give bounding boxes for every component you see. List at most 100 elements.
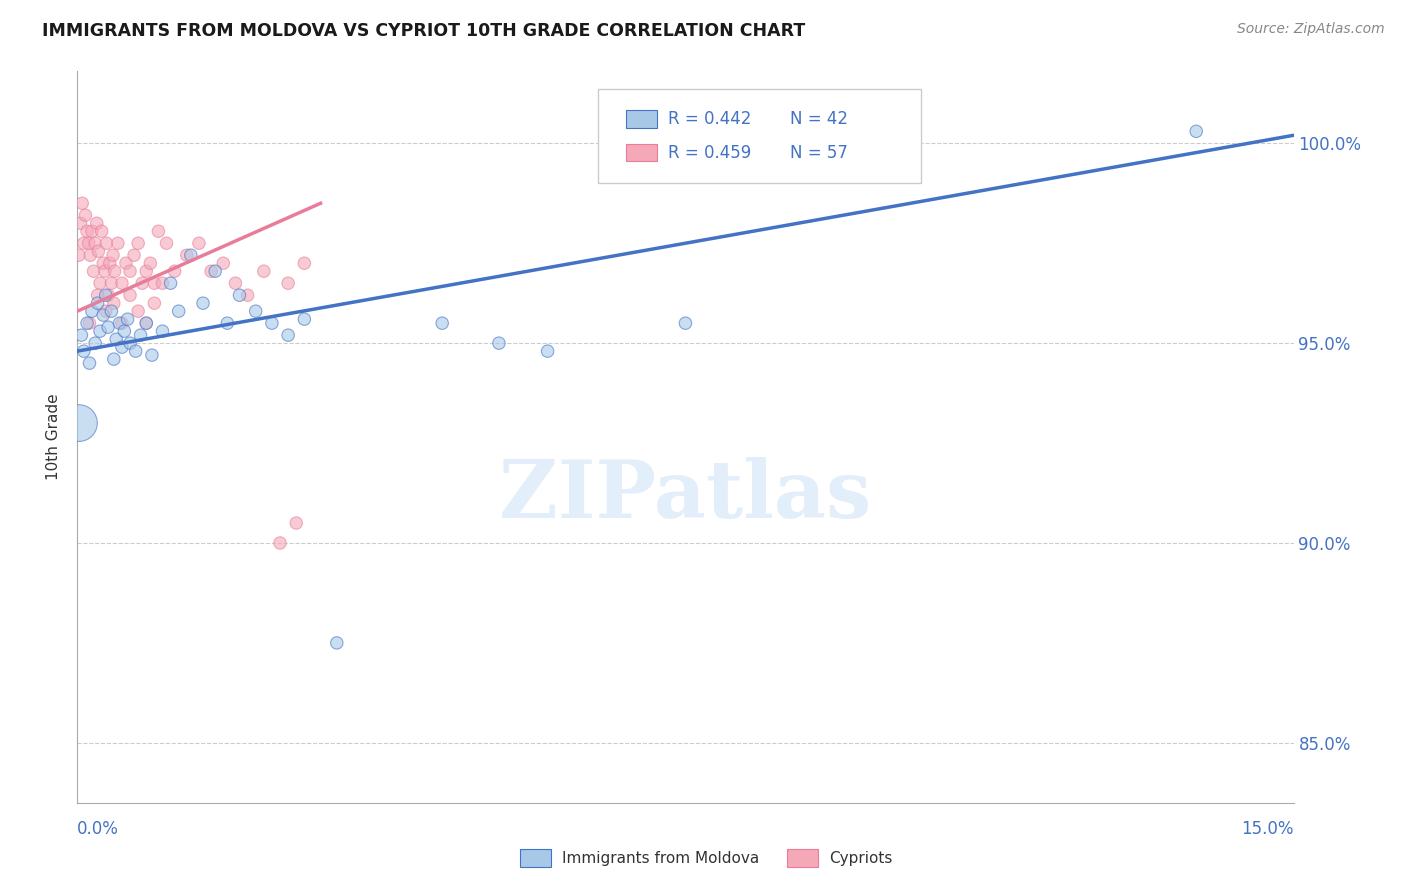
- Point: [188, 236, 211, 251]
- Text: R = 0.442: R = 0.442: [668, 110, 751, 128]
- Text: N = 42: N = 42: [790, 110, 848, 128]
- Point: [432, 316, 454, 330]
- Point: [77, 236, 100, 251]
- Point: [98, 256, 121, 270]
- Point: [488, 336, 510, 351]
- Point: [131, 276, 153, 290]
- Point: [135, 316, 157, 330]
- Point: [180, 248, 202, 262]
- Point: [94, 264, 117, 278]
- Point: [86, 296, 108, 310]
- Point: [141, 348, 163, 362]
- Text: 0.0%: 0.0%: [77, 820, 120, 838]
- Point: [155, 236, 177, 251]
- Point: [80, 224, 103, 238]
- Point: [101, 248, 124, 262]
- Text: Cypriots: Cypriots: [830, 851, 893, 865]
- Point: [1185, 124, 1208, 138]
- Point: [107, 236, 129, 251]
- Point: [94, 304, 117, 318]
- Point: [117, 312, 139, 326]
- Point: [75, 208, 97, 222]
- Point: [536, 344, 558, 359]
- Point: [84, 336, 107, 351]
- Point: [94, 288, 117, 302]
- Text: N = 57: N = 57: [790, 144, 848, 161]
- Point: [103, 296, 125, 310]
- Point: [217, 316, 239, 330]
- Point: [135, 264, 157, 278]
- Text: R = 0.459: R = 0.459: [668, 144, 751, 161]
- Point: [191, 296, 214, 310]
- Point: [118, 264, 141, 278]
- Point: [73, 344, 96, 359]
- Text: 15.0%: 15.0%: [1241, 820, 1294, 838]
- Point: [89, 276, 111, 290]
- Point: [91, 308, 114, 322]
- Point: [204, 264, 226, 278]
- Point: [84, 236, 107, 251]
- Point: [118, 288, 141, 302]
- Point: [292, 312, 315, 326]
- Point: [67, 416, 90, 430]
- Point: [80, 304, 103, 318]
- Point: [285, 516, 308, 530]
- Point: [159, 276, 181, 290]
- Point: [97, 320, 120, 334]
- Point: [69, 216, 91, 230]
- Point: [228, 288, 250, 302]
- Point: [152, 276, 174, 290]
- Point: [200, 264, 222, 278]
- Point: [111, 276, 134, 290]
- Point: [100, 276, 122, 290]
- Point: [224, 276, 246, 290]
- Point: [83, 264, 105, 278]
- Point: [103, 352, 125, 367]
- Point: [326, 636, 349, 650]
- Point: [86, 288, 108, 302]
- Point: [108, 316, 131, 330]
- Point: [176, 248, 198, 262]
- Point: [143, 276, 166, 290]
- Point: [163, 264, 186, 278]
- Point: [79, 248, 101, 262]
- Point: [269, 536, 291, 550]
- Point: [139, 256, 162, 270]
- Point: [87, 244, 110, 259]
- Point: [89, 324, 111, 338]
- Text: IMMIGRANTS FROM MOLDOVA VS CYPRIOT 10TH GRADE CORRELATION CHART: IMMIGRANTS FROM MOLDOVA VS CYPRIOT 10TH …: [42, 22, 806, 40]
- Point: [212, 256, 235, 270]
- Point: [277, 276, 299, 290]
- Point: [91, 256, 114, 270]
- Point: [79, 316, 101, 330]
- Point: [277, 328, 299, 343]
- Point: [118, 336, 141, 351]
- Point: [260, 316, 283, 330]
- Point: [292, 256, 315, 270]
- Point: [97, 288, 120, 302]
- Point: [236, 288, 259, 302]
- Point: [129, 328, 152, 343]
- Point: [79, 356, 101, 370]
- Point: [127, 304, 149, 318]
- Point: [96, 236, 118, 251]
- Point: [67, 248, 90, 262]
- Point: [90, 224, 112, 238]
- Point: [143, 296, 166, 310]
- Point: [111, 340, 134, 354]
- Point: [112, 324, 135, 338]
- Point: [122, 248, 145, 262]
- Point: [100, 304, 122, 318]
- Point: [245, 304, 267, 318]
- Point: [76, 316, 98, 330]
- Point: [127, 236, 149, 251]
- Point: [253, 264, 276, 278]
- Y-axis label: 10th Grade: 10th Grade: [46, 393, 62, 481]
- Point: [105, 332, 128, 346]
- Text: Source: ZipAtlas.com: Source: ZipAtlas.com: [1237, 22, 1385, 37]
- Point: [135, 316, 157, 330]
- Point: [86, 216, 108, 230]
- Point: [73, 236, 96, 251]
- Point: [70, 196, 93, 211]
- Point: [148, 224, 170, 238]
